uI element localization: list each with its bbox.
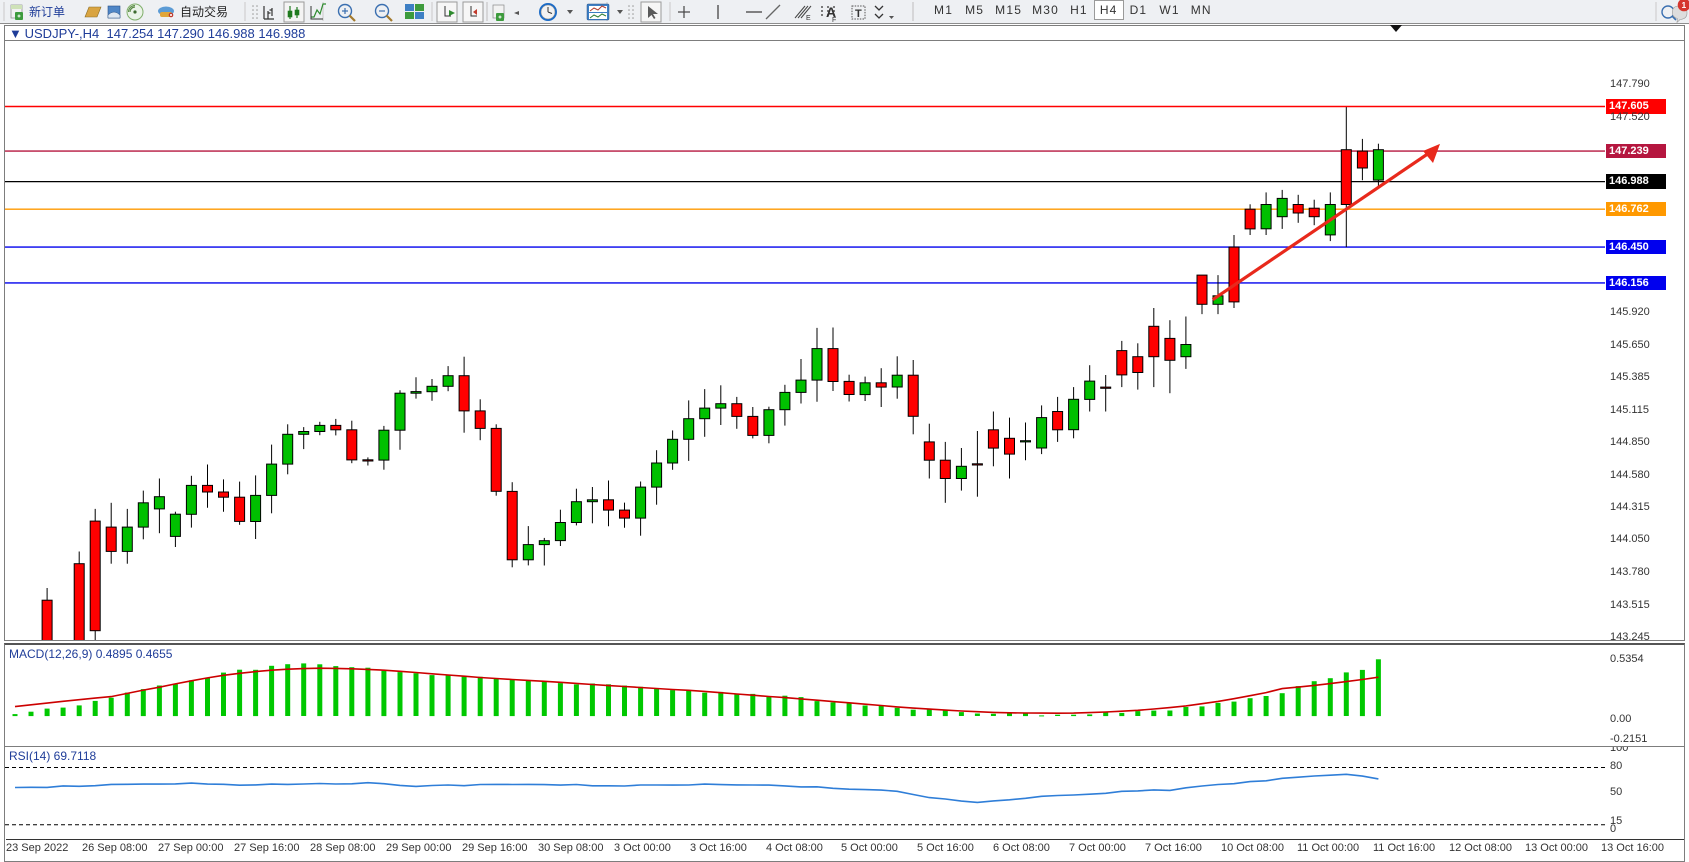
svg-text:1: 1 — [1682, 0, 1687, 10]
